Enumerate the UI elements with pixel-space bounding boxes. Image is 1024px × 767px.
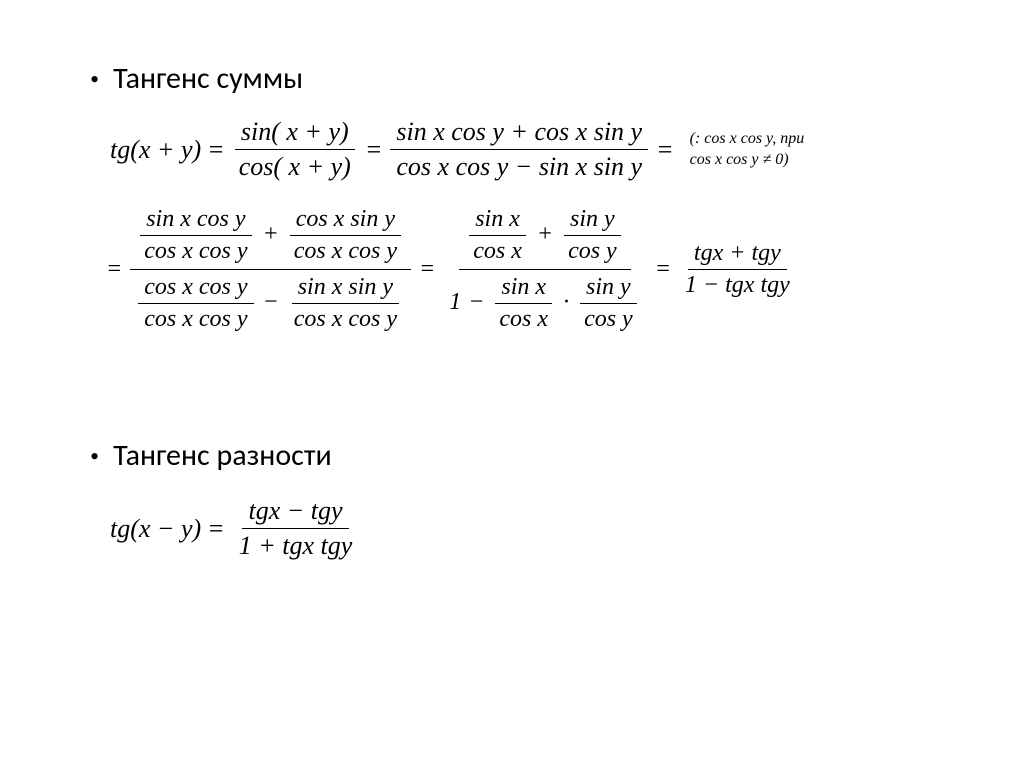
- math-diff: tg(x − y) = tgx − tgy 1 + tgx tgy: [110, 494, 944, 563]
- equals: =: [655, 256, 671, 283]
- equals: =: [419, 256, 435, 283]
- equals: =: [656, 135, 674, 165]
- bullet-item-diff: • Тангенс разности: [90, 437, 944, 474]
- math-sum-line2: = sin x cos y cos x cos y + cos x sin y …: [100, 202, 944, 337]
- equals: =: [207, 135, 225, 165]
- equals: =: [106, 256, 122, 283]
- bullet-dot: •: [90, 67, 99, 93]
- heading-sum: Тангенс суммы: [113, 60, 303, 97]
- compound-fraction-2: sin x cos x + sin y cos y 1 − sin x cos …: [443, 202, 647, 337]
- compound-fraction-1: sin x cos y cos x cos y + cos x sin y co…: [130, 202, 411, 337]
- math-sum-line1: tg(x + y) = sin( x + y) cos( x + y) = si…: [110, 115, 944, 184]
- heading-diff: Тангенс разности: [113, 437, 332, 474]
- condition-note: (: cos x cos y, при cos x cos y ≠ 0): [690, 129, 805, 171]
- fraction-1: sin( x + y) cos( x + y): [233, 115, 357, 184]
- lhs: tg(x + y): [110, 135, 201, 165]
- bullet-dot: •: [90, 444, 99, 470]
- fraction-2: sin x cos y + cos x sin y cos x cos y − …: [390, 115, 648, 184]
- bullet-item-sum: • Тангенс суммы: [90, 60, 944, 97]
- slide: • Тангенс суммы tg(x + y) = sin( x + y) …: [0, 0, 1024, 603]
- math-sum: tg(x + y) = sin( x + y) cos( x + y) = si…: [110, 115, 944, 337]
- equals: =: [207, 514, 225, 544]
- diff-fraction: tgx − tgy 1 + tgx tgy: [233, 494, 359, 563]
- lhs-diff: tg(x − y): [110, 514, 201, 544]
- equals: =: [365, 135, 383, 165]
- result-fraction: tgx + tgy 1 − tgx tgy: [679, 238, 796, 301]
